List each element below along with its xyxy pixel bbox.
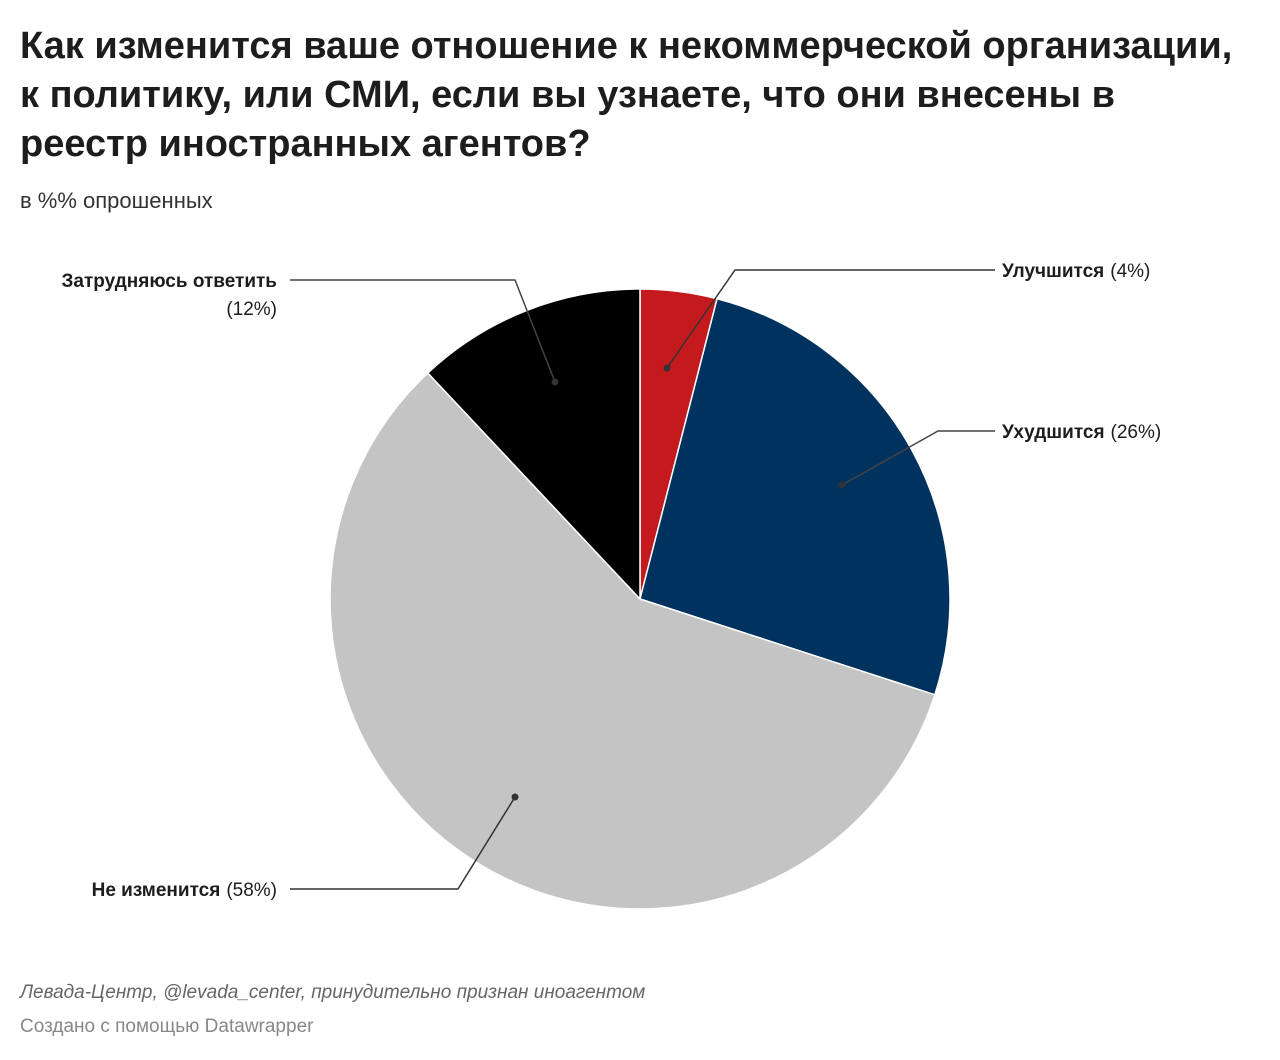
slice-label-value: (4%) [1110,261,1150,282]
leader-line [290,279,556,383]
pie-slices [329,288,951,910]
chart-subtitle: в %% опрошенных [20,188,213,213]
slice-label-name: Не изменится [92,880,221,901]
slice-label: Улучшится (4%) [1002,261,1150,282]
slice-label-name: Затрудняюсь ответить [61,271,277,292]
slice-label-value: (12%) [226,299,277,320]
leader-dot [663,364,671,372]
slice-label: Затрудняюсь ответить (12%) [61,271,277,320]
chart-source: Левада-Центр, @levada_center, принудител… [20,982,646,1003]
label-leader-lines [290,269,995,890]
slice-label: Ухудшится (26%) [1002,422,1161,443]
slice-не-изменится [329,371,936,910]
leader-dot [551,378,559,386]
pie-chart: Улучшится (4%)Ухудшится (26%)Не изменится(… [61,261,1161,910]
slice-затрудняюсь-ответить [426,288,641,601]
slice-label-value: (58%) [226,880,277,901]
leader-dot [511,793,519,801]
leader-line [666,269,995,369]
slice-label-value: (26%) [1111,422,1162,443]
slice-label-name: Ухудшится [1002,422,1105,443]
slice-label-name: Улучшится [1002,261,1104,282]
slice-labels: Улучшится (4%)Ухудшится (26%)Не изменится(… [61,261,1161,901]
leader-dot [838,481,846,489]
chart-title: Как изменится ваше отношение к некоммерч… [20,25,1233,165]
slice-label: Не изменится (58%) [92,880,277,901]
leader-line [290,796,516,890]
leader-line [841,430,995,486]
slice-ухудшится [639,297,951,696]
chart-credit: Создано с помощью Datawrapper [20,1016,314,1037]
